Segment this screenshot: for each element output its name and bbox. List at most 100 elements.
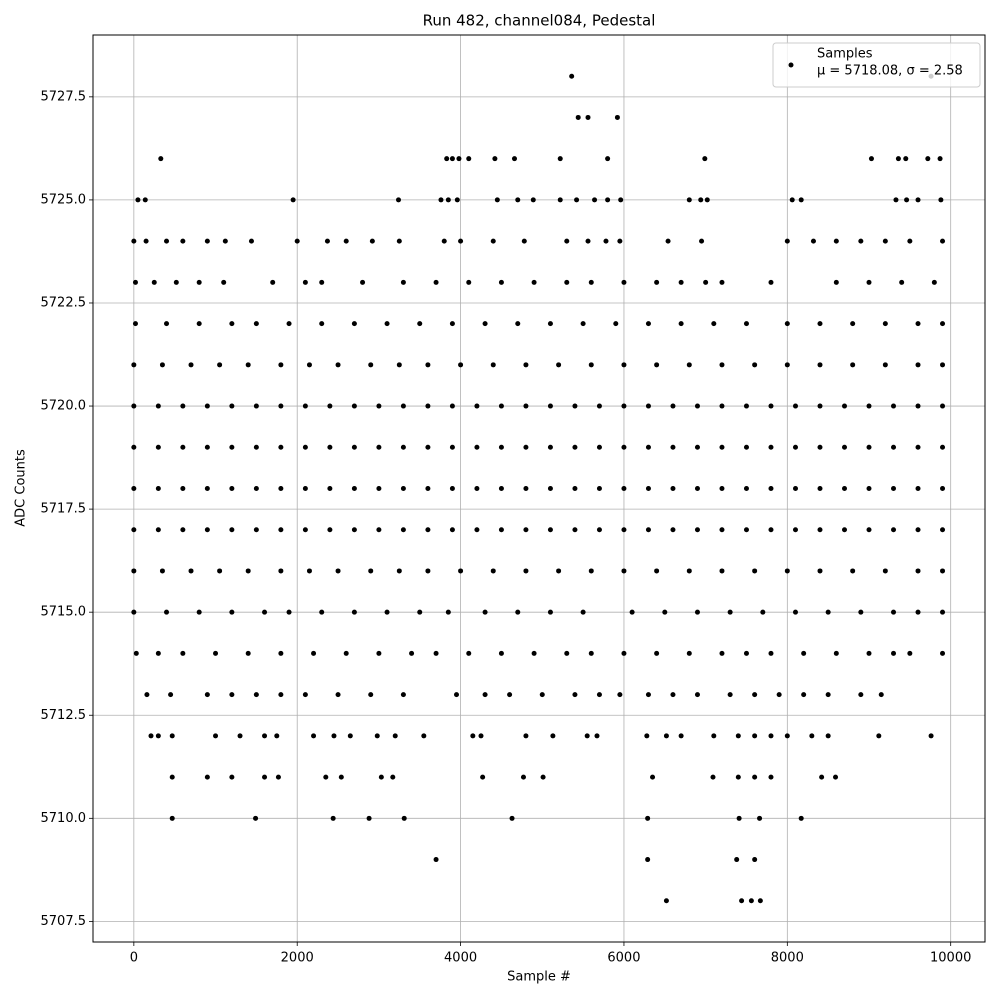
- data-point: [531, 650, 537, 656]
- data-point: [204, 774, 210, 780]
- data-point: [390, 774, 396, 780]
- data-point: [858, 238, 864, 244]
- data-point: [396, 197, 402, 203]
- data-point: [539, 692, 545, 698]
- data-point: [915, 527, 921, 533]
- legend-label: Samples: [817, 47, 873, 62]
- data-point: [891, 650, 897, 656]
- data-point: [752, 568, 758, 574]
- data-point: [155, 403, 161, 409]
- data-point: [290, 197, 296, 203]
- data-point: [907, 238, 913, 244]
- data-point: [531, 279, 537, 285]
- data-point: [556, 568, 562, 574]
- data-point: [670, 692, 676, 698]
- data-point: [143, 238, 149, 244]
- data-point: [229, 609, 235, 615]
- data-point: [825, 733, 831, 739]
- data-point: [842, 403, 848, 409]
- data-point: [645, 403, 651, 409]
- data-point: [245, 650, 251, 656]
- data-point: [409, 650, 415, 656]
- data-point: [915, 362, 921, 368]
- data-point: [169, 733, 175, 739]
- data-point: [903, 156, 909, 162]
- data-point: [466, 650, 472, 656]
- data-point: [621, 527, 627, 533]
- data-point: [433, 650, 439, 656]
- data-point: [400, 692, 406, 698]
- data-point: [425, 527, 431, 533]
- y-tick-label: 5727.5: [41, 89, 87, 104]
- data-point: [131, 609, 137, 615]
- data-point: [188, 362, 194, 368]
- data-point: [585, 238, 591, 244]
- data-point: [931, 279, 937, 285]
- data-point: [727, 692, 733, 698]
- data-point: [396, 362, 402, 368]
- data-point: [151, 279, 157, 285]
- data-point: [858, 609, 864, 615]
- data-point: [509, 815, 515, 821]
- data-point: [278, 527, 284, 533]
- data-point: [547, 403, 553, 409]
- data-point: [417, 321, 423, 327]
- data-point: [629, 609, 635, 615]
- data-point: [915, 444, 921, 450]
- data-point: [645, 527, 651, 533]
- data-point: [645, 692, 651, 698]
- data-point: [603, 238, 609, 244]
- data-point: [351, 527, 357, 533]
- data-point: [743, 650, 749, 656]
- data-point: [278, 362, 284, 368]
- data-point: [915, 609, 921, 615]
- data-point: [617, 692, 623, 698]
- data-point: [694, 403, 700, 409]
- x-tick-label: 6000: [607, 951, 640, 966]
- data-point: [743, 321, 749, 327]
- data-point: [131, 238, 137, 244]
- data-point: [940, 321, 946, 327]
- data-point: [421, 733, 427, 739]
- data-point: [670, 403, 676, 409]
- legend-label: μ = 5718.08, σ = 2.58: [817, 64, 963, 79]
- data-point: [810, 238, 816, 244]
- data-point: [131, 527, 137, 533]
- data-point: [940, 486, 946, 491]
- data-point: [605, 197, 611, 203]
- data-point: [286, 321, 292, 327]
- data-point: [401, 815, 407, 821]
- data-point: [621, 444, 627, 450]
- data-point: [550, 733, 556, 739]
- data-point: [158, 156, 164, 162]
- data-point: [498, 650, 504, 656]
- data-point: [760, 609, 766, 615]
- data-point: [592, 197, 598, 203]
- data-point: [768, 527, 774, 533]
- data-point: [572, 403, 578, 409]
- data-point: [229, 444, 235, 450]
- data-point: [569, 73, 575, 79]
- data-point: [719, 650, 725, 656]
- data-point: [736, 815, 742, 821]
- data-point: [319, 321, 325, 327]
- data-point: [445, 197, 451, 203]
- data-point: [449, 403, 455, 409]
- data-point: [474, 527, 480, 533]
- data-point: [302, 527, 308, 533]
- data-point: [331, 733, 337, 739]
- data-point: [253, 321, 259, 327]
- x-tick-label: 4000: [444, 951, 477, 966]
- data-point: [613, 321, 619, 327]
- plot-frame: [92, 34, 986, 943]
- data-point: [245, 568, 251, 574]
- data-point: [480, 774, 486, 780]
- data-point: [523, 362, 529, 368]
- data-point: [490, 238, 496, 244]
- data-point: [564, 238, 570, 244]
- data-point: [768, 279, 774, 285]
- data-point: [817, 403, 823, 409]
- data-point: [507, 692, 513, 698]
- data-point: [878, 692, 884, 698]
- data-point: [915, 403, 921, 409]
